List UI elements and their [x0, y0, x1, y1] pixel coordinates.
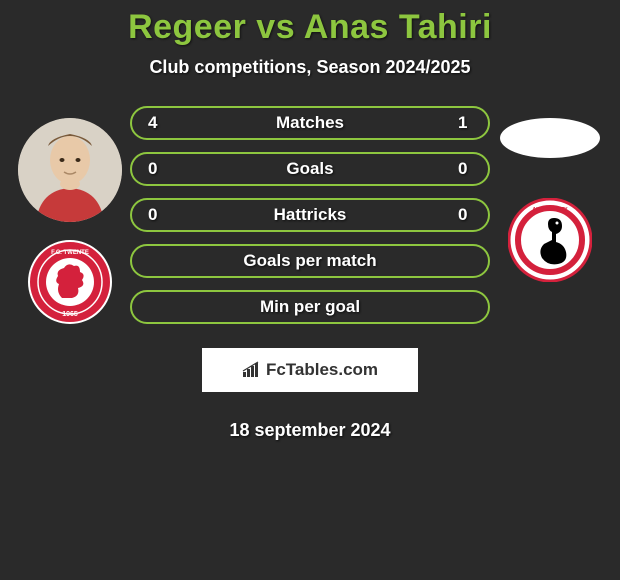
stat-label: Matches	[132, 113, 488, 133]
left-column: F.C. TWENTE 1965	[10, 106, 130, 324]
stat-left-value: 0	[148, 159, 162, 179]
club-right-logo: ALMERE CITY	[508, 198, 592, 282]
main-row: F.C. TWENTE 1965 4 Matches 1 0 Goals 0 0…	[0, 106, 620, 441]
right-column: ALMERE CITY	[490, 106, 610, 282]
stat-row-hattricks: 0 Hattricks 0	[130, 198, 490, 232]
stat-row-matches: 4 Matches 1	[130, 106, 490, 140]
bar-chart-icon	[242, 361, 260, 379]
svg-text:ALMERE CITY: ALMERE CITY	[532, 207, 568, 213]
svg-text:F.C. TWENTE: F.C. TWENTE	[51, 250, 89, 256]
player-left-photo	[18, 118, 122, 222]
stat-row-min-per-goal: Min per goal	[130, 290, 490, 324]
date: 18 september 2024	[229, 420, 390, 441]
stat-row-goals-per-match: Goals per match	[130, 244, 490, 278]
stat-label: Min per goal	[132, 297, 488, 317]
comparison-card: Regeer vs Anas Tahiri Club competitions,…	[0, 0, 620, 441]
player-right-placeholder	[500, 118, 600, 158]
club-left-year: 1965	[62, 311, 78, 318]
club-left-logo: F.C. TWENTE 1965	[28, 240, 112, 324]
stat-left-value: 0	[148, 205, 162, 225]
stat-right-value: 0	[458, 205, 472, 225]
brand-text: FcTables.com	[266, 360, 378, 380]
stat-row-goals: 0 Goals 0	[130, 152, 490, 186]
stat-label: Goals per match	[132, 251, 488, 271]
stat-right-value: 0	[458, 159, 472, 179]
stats-column: 4 Matches 1 0 Goals 0 0 Hattricks 0 Goal…	[130, 106, 490, 441]
subtitle: Club competitions, Season 2024/2025	[0, 57, 620, 78]
stat-label: Hattricks	[132, 205, 488, 225]
stat-left-value: 4	[148, 113, 162, 133]
page-title: Regeer vs Anas Tahiri	[0, 8, 620, 47]
brand-box: FcTables.com	[202, 348, 418, 392]
stat-label: Goals	[132, 159, 488, 179]
stat-right-value: 1	[458, 113, 472, 133]
